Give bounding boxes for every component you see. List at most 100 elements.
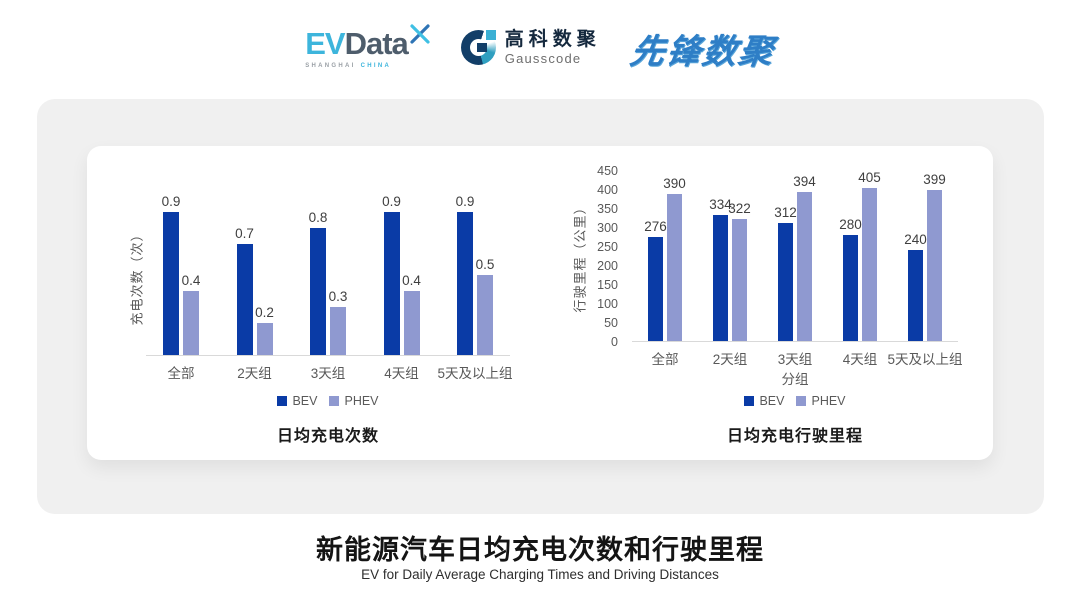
bar-group: 312 394 3天组 (774, 171, 816, 367)
legend-swatch-phev (796, 396, 807, 406)
bar-group: 334 322 2天组 (709, 171, 751, 367)
evdata-star-icon (410, 23, 430, 44)
category-label: 4天组 (384, 366, 419, 381)
bar-bev: 334 (709, 197, 732, 341)
value-label: 0.9 (161, 194, 181, 209)
chart-daily-charging-times: 充电次数（次） 0.9 0.4 全部 0.7 0.2 2天组 0.8 0.3 3天组 0.9 0.4… (107, 146, 537, 460)
bar-bev: 312 (774, 205, 797, 341)
legend-item-bev: BEV (277, 394, 317, 408)
evdata-logo: EV Data SHANGHAI CHINA (305, 23, 431, 69)
category-label: 2天组 (712, 352, 748, 367)
bar-pair: 0.9 0.5 (456, 194, 494, 355)
bar-phev: 0.4 (402, 273, 421, 355)
value-label: 0.9 (455, 194, 475, 209)
evdata-shanghai-text: SHANGHAI (305, 62, 356, 69)
value-label: 322 (728, 201, 751, 216)
category-label: 3天组 (777, 352, 813, 367)
value-label: 0.4 (402, 273, 421, 288)
y-tick-label: 0 (611, 335, 618, 349)
category-label: 2天组 (237, 366, 272, 381)
gausscode-g-icon (460, 30, 496, 66)
gausscode-english-name: Gausscode (504, 51, 582, 67)
category-label: 全部 (167, 366, 195, 381)
legend-item-bev: BEV (744, 394, 784, 408)
bar-group: 0.9 0.4 4天组 (382, 194, 421, 381)
y-tick-label: 400 (597, 182, 618, 197)
value-label: 405 (858, 170, 881, 185)
charts-card: 充电次数（次） 0.9 0.4 全部 0.7 0.2 2天组 0.8 0.3 3天组 0.9 0.4… (87, 146, 993, 460)
legend-swatch-phev (329, 396, 340, 406)
value-label: 0.3 (328, 289, 348, 304)
gausscode-text: 高科数聚 Gausscode (504, 28, 601, 67)
x-axis-label: 分组 (781, 372, 809, 387)
bar-bev: 0.9 (162, 194, 180, 355)
xianfeng-shuju-logo: 先锋数聚 (627, 32, 778, 71)
legend-label: PHEV (811, 394, 846, 408)
plot-area-driving-distance: 276 390 全部 334 322 2天组 312 394 3天组 280 405 4天组 240 39… (632, 170, 963, 367)
bar-pair: 0.9 0.4 (162, 194, 200, 355)
bar-pair: 240 399 (904, 171, 946, 341)
bar-phev: 390 (663, 176, 686, 341)
gausscode-chinese-name: 高科数聚 (504, 28, 601, 50)
chart-title-charging-times: 日均充电次数 (276, 428, 379, 445)
legend-swatch-bev (277, 396, 288, 406)
evdata-data-text: Data (344, 25, 409, 61)
bar-phev: 0.4 (182, 273, 200, 355)
value-label: 280 (839, 217, 862, 232)
value-label: 394 (793, 174, 816, 189)
evdata-subtext: SHANGHAI CHINA (305, 63, 391, 69)
y-axis-label-box: 充电次数（次） (125, 196, 147, 356)
bar-phev: 405 (858, 170, 881, 341)
value-label: 276 (644, 219, 667, 234)
evdata-ev-text: EV (305, 25, 345, 61)
y-tick-label: 300 (597, 221, 618, 235)
legend-label: BEV (292, 394, 318, 408)
bar-bev: 276 (644, 219, 667, 341)
evdata-china-text: CHINA (360, 62, 392, 69)
value-label: 240 (904, 232, 927, 247)
bar-group: 280 405 4天组 (839, 170, 881, 367)
bar-pair: 312 394 (774, 171, 816, 341)
legend-label: BEV (759, 394, 785, 408)
legend-charging-times: BEV PHEV (146, 394, 510, 408)
plot-area-charging-times: 0.9 0.4 全部 0.7 0.2 2天组 0.8 0.3 3天组 0.9 0.4 4天组 0.9 0.… (146, 194, 513, 381)
y-tick-label: 100 (597, 297, 618, 311)
chart-title-driving-distance: 日均充电行驶里程 (726, 428, 863, 445)
bar-phev: 0.2 (255, 305, 274, 355)
gausscode-crossbar (476, 43, 487, 53)
bar-group: 0.9 0.5 5天及以上组 (437, 194, 512, 381)
value-label: 399 (923, 172, 946, 187)
y-tick-label: 450 (597, 164, 618, 178)
value-label: 334 (709, 197, 732, 212)
legend-swatch-bev (744, 396, 755, 406)
y-tick-label: 200 (597, 259, 618, 273)
value-label: 312 (774, 205, 797, 220)
y-axis-ticks: 0 50 100 150 200 250 300 350 400 450 (582, 164, 618, 349)
bar-phev: 394 (793, 174, 816, 341)
bar-pair: 0.9 0.4 (382, 194, 421, 355)
y-tick-label: 150 (597, 278, 618, 292)
value-label: 0.2 (255, 305, 274, 320)
category-label: 5天及以上组 (887, 352, 963, 367)
bar-bev: 240 (904, 232, 927, 341)
bar-group: 240 399 5天及以上组 (887, 171, 962, 367)
bar-group: 0.7 0.2 2天组 (235, 196, 274, 381)
value-label: 0.8 (308, 210, 328, 225)
gausscode-logo: 高科数聚 Gausscode (460, 28, 601, 67)
bar-pair: 280 405 (839, 170, 881, 341)
bar-pair: 276 390 (644, 171, 686, 341)
legend-driving-distance: BEV PHEV (632, 394, 958, 408)
evdata-wordmark: EV Data (305, 23, 431, 61)
chart-daily-driving-distance: 行驶里程（公里） 0 50 100 150 200 250 300 350 400 450 276… (542, 146, 992, 460)
y-axis-label: 充电次数（次） (129, 226, 145, 326)
bar-bev: 0.9 (456, 194, 474, 355)
bar-bev: 0.7 (235, 226, 254, 355)
bar-bev: 0.8 (309, 210, 327, 355)
bar-phev: 0.3 (329, 289, 347, 355)
bar-phev: 399 (923, 172, 946, 341)
main-title: 新能源汽车日均充电次数和行驶里程 (316, 535, 764, 565)
bar-pair: 334 322 (709, 171, 751, 341)
bar-phev: 0.5 (476, 257, 494, 355)
y-tick-label: 350 (597, 201, 618, 216)
